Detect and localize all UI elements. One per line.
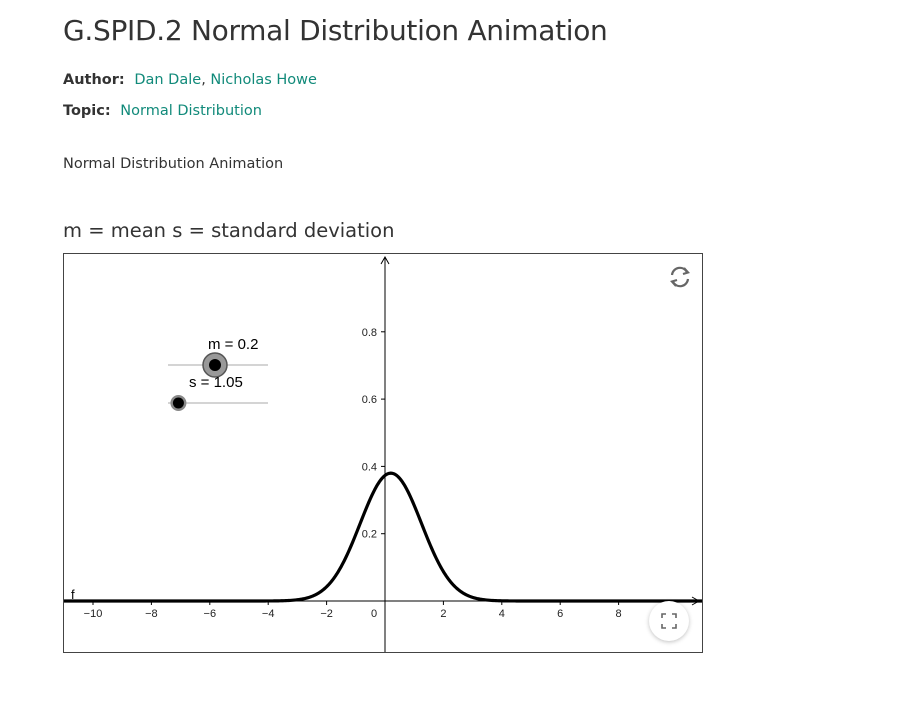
x-tick-label: −6 [204,608,217,620]
y-tick-label: 0.6 [362,394,377,406]
description: Normal Distribution Animation [63,156,284,172]
reset-button[interactable] [666,263,694,291]
author-row: Author: Dan Dale, Nicholas Howe [63,72,317,88]
x-tick-label: 6 [557,608,563,620]
x-tick-label: −4 [262,608,275,620]
y-tick-label: 0.8 [362,327,377,339]
fullscreen-button[interactable] [649,601,689,641]
author-link-2[interactable]: Nicholas Howe [210,72,317,88]
topic-link[interactable]: Normal Distribution [120,103,262,119]
normal-curve [64,471,702,603]
sd-slider-label: s = 1.05 [189,374,243,391]
x-tick-label: 8 [616,608,622,620]
x-tick-label: 0 [371,608,377,620]
x-tick-label: 2 [440,608,446,620]
x-tick-label: −10 [84,608,103,620]
page-title: G.SPID.2 Normal Distribution Animation [63,14,608,47]
x-tick-label: −2 [320,608,333,620]
author-separator: , [201,72,206,88]
x-tick-label: −8 [145,608,158,620]
y-tick-label: 0.4 [362,461,377,473]
author-link-1[interactable]: Dan Dale [134,72,202,88]
fullscreen-icon [661,613,677,629]
applet-subtitle: m = mean s = standard deviation [63,219,395,242]
geogebra-applet[interactable]: −10 −8 −6 −4 −2 0 2 4 6 8 0.2 0.4 0.6 0.8 f m = 0.2 s = … [63,253,703,653]
topic-row: Topic: Normal Distribution [63,103,262,119]
mean-slider-label: m = 0.2 [208,336,258,353]
graph-canvas[interactable]: −10 −8 −6 −4 −2 0 2 4 6 8 0.2 0.4 0.6 0.8 f m = 0.2 s = … [64,254,702,652]
reset-icon [670,266,690,288]
mean-slider-handle[interactable] [209,359,221,371]
topic-label: Topic: [63,103,111,119]
function-label: f [71,587,75,602]
author-label: Author: [63,72,125,88]
y-axis-arrow [380,255,390,265]
sd-slider-handle[interactable] [172,397,184,409]
x-tick-label: 4 [499,608,505,620]
y-tick-label: 0.2 [362,529,377,541]
